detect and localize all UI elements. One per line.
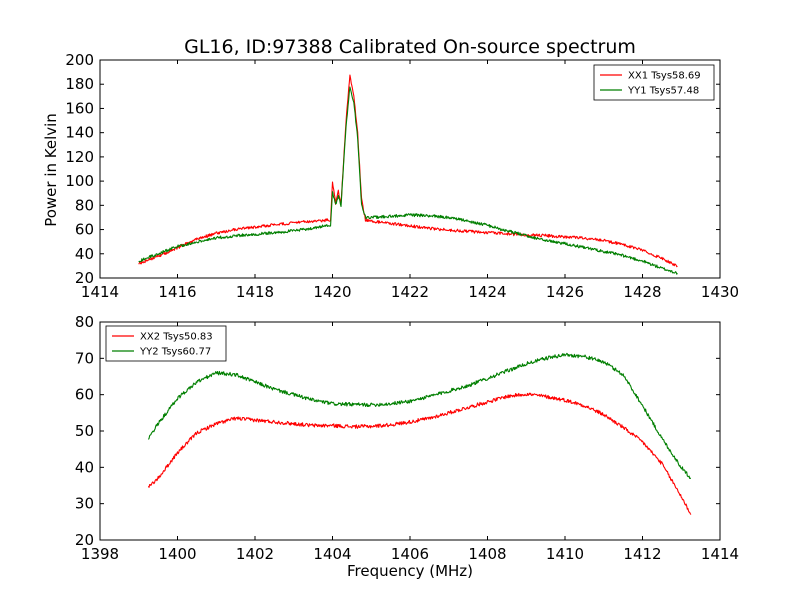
x-tick-label: 1398	[81, 545, 119, 563]
y-tick-label: 50	[75, 422, 94, 440]
y-tick-label: 40	[75, 245, 94, 263]
y-tick-label: 60	[75, 221, 94, 239]
y-tick-label: 80	[75, 313, 94, 331]
y-tick-label: 80	[75, 196, 94, 214]
legend-label: XX2 Tsys50.83	[140, 332, 213, 343]
y-tick-label: 180	[65, 75, 94, 93]
x-tick-label: 1408	[468, 545, 506, 563]
series-line-2	[138, 86, 678, 275]
legend-label: YY1 Tsys57.48	[627, 86, 699, 97]
x-tick-label: 1422	[391, 283, 429, 301]
x-tick-label: 1416	[158, 283, 196, 301]
top-panel: 1414 1416 1418 1420 1422 1424 1426 1428 1430 20 40…	[65, 51, 739, 301]
x-tick-label: 1406	[391, 545, 429, 563]
y-tick-label: 40	[75, 458, 94, 476]
x-tick-label: 1418	[236, 283, 274, 301]
x-axis-label: Frequency (MHz)	[347, 562, 473, 580]
x-tick-label: 1414	[81, 283, 119, 301]
y-tick-label: 160	[65, 99, 94, 117]
y-tick-label: 200	[65, 51, 94, 69]
y-axis-label: Power in Kelvin	[42, 113, 60, 227]
series-line-2	[147, 352, 692, 480]
y-tick-label: 70	[75, 349, 94, 367]
x-tick-label: 1404	[313, 545, 351, 563]
x-tick-label: 1414	[701, 545, 739, 563]
legend-box	[105, 325, 227, 362]
x-tick-label: 1402	[236, 545, 274, 563]
y-tick-label: 120	[65, 148, 94, 166]
bottom-panel: 1398 1400 1402 1404 1406 1408 1410 1412 1414 20 30…	[75, 313, 739, 563]
x-tick-label: 1420	[313, 283, 351, 301]
series-line-1	[147, 392, 692, 515]
y-tick-label: 20	[75, 269, 94, 287]
x-tick-label: 1424	[468, 283, 506, 301]
y-tick-label: 60	[75, 386, 94, 404]
y-tick-label: 30	[75, 495, 94, 513]
legend-label: XX1 Tsys58.69	[628, 71, 701, 82]
x-tick-label: 1430	[701, 283, 739, 301]
y-tick-label: 20	[75, 531, 94, 549]
y-tick-label: 100	[65, 172, 94, 190]
x-tick-label: 1426	[546, 283, 584, 301]
x-tick-label: 1428	[623, 283, 661, 301]
legend-label: YY2 Tsys60.77	[139, 347, 211, 358]
series-line-1	[138, 74, 678, 268]
figure-title: GL16, ID:97388 Calibrated On-source spec…	[184, 36, 636, 58]
x-tick-label: 1400	[158, 545, 196, 563]
x-tick-label: 1410	[546, 545, 584, 563]
y-tick-label: 140	[65, 124, 94, 142]
legend-box	[593, 64, 715, 101]
x-tick-label: 1412	[623, 545, 661, 563]
